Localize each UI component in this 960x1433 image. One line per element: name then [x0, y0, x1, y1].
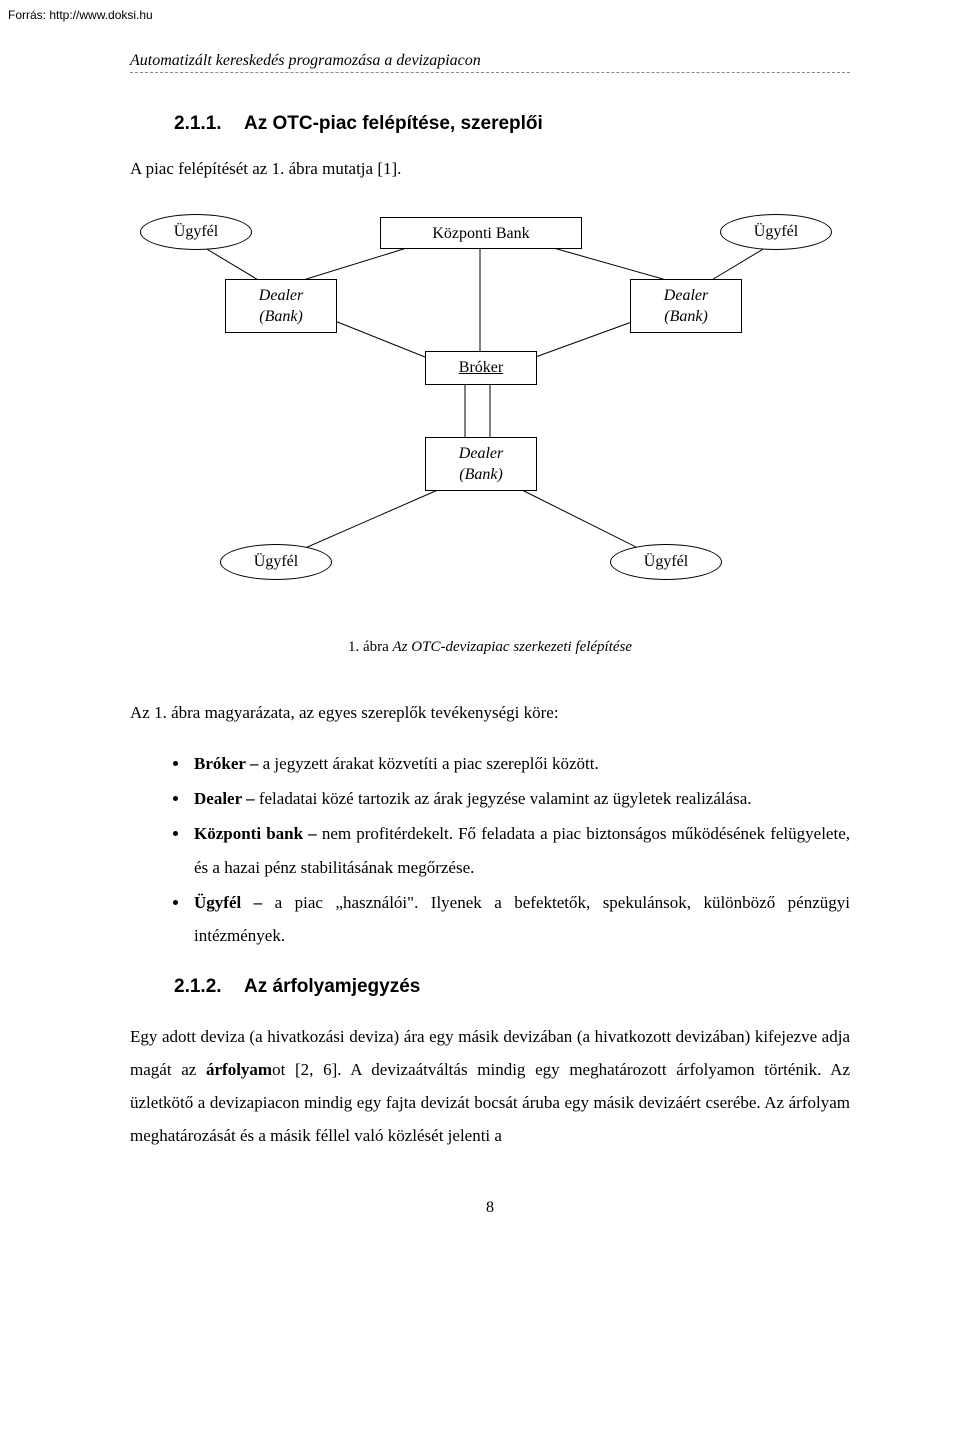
label: Bróker [426, 352, 536, 385]
paragraph-arfolyam: Egy adott deviza (a hivatkozási deviza) … [130, 1020, 850, 1153]
page-number: 8 [130, 1199, 850, 1217]
roles-list: Bróker – a jegyzett árakat közvetíti a p… [130, 747, 850, 952]
node-ugyfel-top-left: Ügyfél [140, 214, 252, 250]
node-dealer-right: Dealer (Bank) [630, 279, 742, 333]
node-kozponti-bank: Központi Bank [380, 217, 582, 249]
caption-prefix: 1. ábra [348, 639, 393, 655]
role-name: Ügyfél – [194, 893, 262, 912]
role-name: Központi bank – [194, 824, 317, 843]
label-line1: Dealer [459, 445, 503, 462]
role-name: Dealer – [194, 789, 255, 808]
caption-italic: Az OTC-devizapiac szerkezeti felépítése [393, 639, 633, 655]
page-content: Automatizált kereskedés programozása a d… [0, 22, 960, 1257]
list-item: Ügyfél – a piac „használói". Ilyenek a b… [190, 886, 850, 952]
subsection-title-text: Az árfolyamjegyzés [244, 976, 420, 997]
node-ugyfel-top-right: Ügyfél [720, 214, 832, 250]
label: Ügyfél [644, 553, 688, 571]
text-bold: árfolyam [206, 1060, 272, 1079]
label: Ügyfél [754, 223, 798, 241]
label-line1: Dealer [664, 287, 708, 304]
list-item: Dealer – feladatai közé tartozik az árak… [190, 782, 850, 815]
list-item: Központi bank – nem profitérdekelt. Fő f… [190, 817, 850, 883]
role-desc: feladatai közé tartozik az árak jegyzése… [255, 789, 752, 808]
node-dealer-bottom: Dealer (Bank) [425, 437, 537, 491]
role-desc: a piac „használói". Ilyenek a befektetők… [194, 893, 850, 945]
node-ugyfel-bottom-right: Ügyfél [610, 544, 722, 580]
list-item: Bróker – a jegyzett árakat közvetíti a p… [190, 747, 850, 780]
label: Ügyfél [254, 553, 298, 571]
section-title: 2.1.1.Az OTC-piac felépítése, szereplői [174, 113, 850, 135]
label-line2: (Bank) [259, 308, 303, 325]
source-line: Forrás: http://www.doksi.hu [0, 0, 960, 22]
intro-text: A piac felépítését az 1. ábra mutatja [1… [130, 159, 850, 179]
node-broker: Bróker [425, 351, 537, 385]
label: Központi Bank [381, 218, 581, 251]
roles-intro: Az 1. ábra magyarázata, az egyes szerepl… [130, 696, 850, 729]
role-desc: a jegyzett árakat közvetíti a piac szere… [258, 754, 598, 773]
otc-diagram: Ügyfél Központi Bank Ügyfél Dealer (Bank)… [130, 209, 850, 619]
label: Ügyfél [174, 223, 218, 241]
node-ugyfel-bottom-left: Ügyfél [220, 544, 332, 580]
subsection-title: 2.1.2.Az árfolyamjegyzés [174, 976, 850, 998]
label-line1: Dealer [259, 287, 303, 304]
label-line2: (Bank) [459, 466, 503, 483]
figure-caption: 1. ábra Az OTC-devizapiac szerkezeti fel… [130, 639, 850, 656]
label-line2: (Bank) [664, 308, 708, 325]
role-name: Bróker – [194, 754, 258, 773]
subsection-number: 2.1.2. [174, 976, 244, 998]
node-dealer-left: Dealer (Bank) [225, 279, 337, 333]
header-rule [130, 72, 850, 73]
running-header: Automatizált kereskedés programozása a d… [130, 52, 850, 70]
section-title-text: Az OTC-piac felépítése, szereplői [244, 113, 543, 134]
section-number: 2.1.1. [174, 113, 244, 135]
